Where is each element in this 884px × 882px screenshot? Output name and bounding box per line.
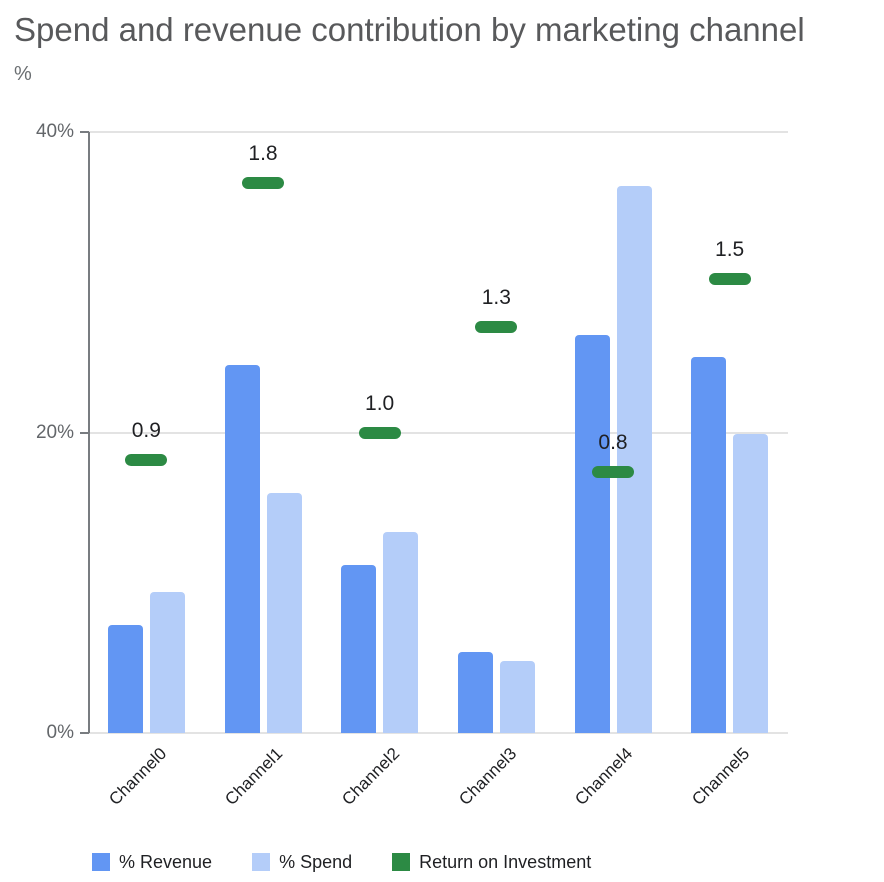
y-axis-tick-0%	[80, 732, 89, 734]
bar-spend-channel0[interactable]	[149, 591, 185, 733]
y-axis-line	[88, 132, 90, 733]
bar-revenue-channel3[interactable]	[457, 651, 493, 733]
roi-value-label-channel3: 1.3	[481, 286, 511, 310]
gridline-20%	[88, 431, 788, 434]
y-axis-tick-40%	[80, 131, 89, 133]
y-axis-unit-label: %	[14, 63, 32, 85]
bar-spend-channel1[interactable]	[266, 492, 302, 733]
bar-spend-channel5[interactable]	[733, 434, 769, 733]
y-tick-label-20%: 20%	[35, 421, 74, 443]
roi-marker-channel5[interactable]	[708, 273, 751, 286]
x-tick-label-channel1: Channel1	[221, 744, 287, 809]
legend-item-revenue[interactable]: % Revenue	[92, 851, 212, 873]
x-tick-label-channel0: Channel0	[104, 744, 170, 809]
legend: % Revenue % Spend Return on Investment	[92, 851, 591, 873]
bar-revenue-channel5[interactable]	[691, 357, 727, 733]
roi-marker-channel3[interactable]	[475, 321, 518, 334]
legend-item-roi[interactable]: Return on Investment	[392, 851, 591, 873]
roi-marker-channel4[interactable]	[592, 465, 634, 478]
legend-swatch-spend	[252, 853, 271, 871]
x-tick-label-channel5: Channel5	[688, 744, 754, 809]
roi-value-label-channel5: 1.5	[715, 238, 745, 262]
legend-label-roi: Return on Investment	[419, 852, 592, 872]
roi-value-label-channel2: 1.0	[365, 391, 395, 415]
roi-value-label-channel1: 1.8	[248, 142, 278, 166]
bar-revenue-channel0[interactable]	[107, 624, 143, 733]
legend-swatch-roi	[392, 853, 411, 871]
roi-marker-channel2[interactable]	[358, 426, 401, 439]
x-tick-label-channel4: Channel4	[571, 744, 637, 809]
chart-title: Spend and revenue contribution by market…	[14, 11, 805, 48]
bar-spend-channel3[interactable]	[499, 660, 535, 733]
legend-label-revenue: % Revenue	[119, 852, 213, 872]
bar-spend-channel2[interactable]	[383, 531, 419, 733]
legend-label-spend: % Spend	[279, 852, 353, 872]
bar-revenue-channel2[interactable]	[341, 564, 377, 733]
roi-marker-channel0[interactable]	[125, 453, 168, 466]
gridline-40%	[88, 131, 788, 133]
x-tick-label-channel2: Channel2	[338, 744, 404, 809]
y-axis-tick-20%	[80, 431, 89, 434]
legend-item-spend[interactable]: % Spend	[252, 851, 352, 873]
roi-marker-channel1[interactable]	[242, 177, 284, 190]
bar-revenue-channel1[interactable]	[224, 364, 260, 733]
roi-value-label-channel0: 0.9	[131, 418, 161, 442]
y-tick-label-40%: 40%	[35, 121, 74, 142]
bar-spend-channel4[interactable]	[616, 186, 652, 733]
y-tick-label-0%: 0%	[46, 722, 74, 743]
bar-revenue-channel4[interactable]	[574, 334, 610, 733]
roi-value-label-channel4: 0.8	[598, 430, 628, 454]
legend-swatch-revenue	[92, 853, 110, 871]
gridline-0%	[88, 732, 788, 734]
x-tick-label-channel3: Channel3	[454, 744, 520, 809]
